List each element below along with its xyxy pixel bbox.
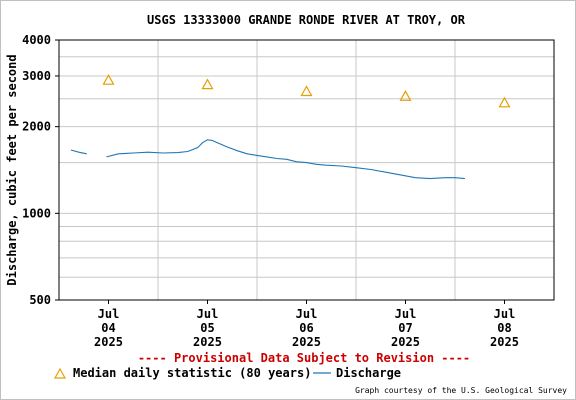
y-tick-label: 4000 [22, 33, 51, 47]
axes: 5001000200030004000Jul042025Jul052025Jul… [22, 33, 519, 349]
x-tick-label: 2025 [391, 335, 420, 349]
x-tick-label: 06 [299, 321, 313, 335]
x-tick-label: 04 [101, 321, 115, 335]
legend-discharge-label: Discharge [336, 366, 401, 380]
x-tick-label: Jul [98, 307, 120, 321]
legend: Median daily statistic (80 years) Discha… [53, 366, 401, 380]
discharge-line [106, 139, 465, 180]
credit-note: Graph courtesy of the U.S. Geological Su… [355, 386, 567, 395]
median-point [201, 78, 214, 90]
series-layer [70, 73, 511, 180]
chart-title: USGS 13333000 GRANDE RONDE RIVER AT TROY… [147, 13, 466, 27]
x-tick-label: Jul [395, 307, 417, 321]
x-tick-label: Jul [296, 307, 318, 321]
x-tick-label: 2025 [193, 335, 222, 349]
y-tick-label: 3000 [22, 69, 51, 83]
x-tick-label: 2025 [292, 335, 321, 349]
provisional-note: ---- Provisional Data Subject to Revisio… [138, 351, 470, 365]
median-point [102, 73, 115, 85]
x-tick-label: 08 [497, 321, 511, 335]
x-tick-label: 2025 [94, 335, 123, 349]
x-tick-label: Jul [494, 307, 516, 321]
x-tick-label: Jul [197, 307, 219, 321]
x-tick-label: 2025 [490, 335, 519, 349]
median-point [399, 90, 412, 101]
median-point [300, 85, 313, 97]
median-point [498, 96, 511, 108]
discharge-line [70, 149, 87, 155]
y-tick-label: 500 [29, 293, 51, 307]
x-tick-label: 07 [398, 321, 412, 335]
legend-median-marker [53, 367, 67, 379]
y-axis-label: Discharge, cubic feet per second [5, 54, 19, 285]
x-tick-label: 05 [200, 321, 214, 335]
y-tick-label: 1000 [22, 206, 51, 220]
legend-median-label: Median daily statistic (80 years) [73, 366, 311, 380]
y-tick-label: 2000 [22, 120, 51, 134]
